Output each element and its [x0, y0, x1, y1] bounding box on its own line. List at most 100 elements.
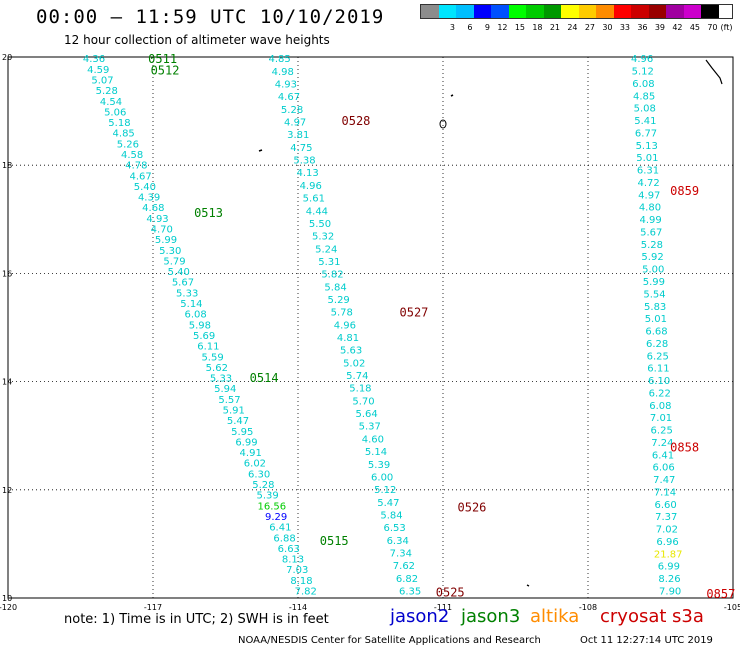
- swh-value: 5.59: [201, 352, 223, 363]
- colorbar-swatch: [701, 5, 719, 18]
- colorbar-labels: 3 6 9 12 15 18 21 24 27 30 33 36 39 42 45 70 (ft): [420, 23, 733, 32]
- swh-value: 5.62: [206, 363, 228, 374]
- swh-value: 5.06: [104, 107, 126, 118]
- swh-value: 4.72: [638, 178, 660, 189]
- colorbar-tick-label: 45: [689, 23, 700, 32]
- legend-jason2: jason2: [390, 606, 450, 627]
- swh-value: 5.28: [641, 240, 663, 251]
- swh-value: 5.47: [227, 416, 249, 427]
- swh-value: 5.40: [168, 267, 190, 278]
- swh-value: 5.67: [640, 227, 662, 238]
- swh-value: 7.37: [655, 512, 677, 523]
- colorbar-tick-label: 30: [602, 23, 613, 32]
- swh-value: 7.03: [286, 565, 308, 576]
- colorbar-tick-label: 21: [549, 23, 560, 32]
- colorbar-swatch: [473, 5, 491, 18]
- swh-value: 5.14: [365, 447, 387, 458]
- swh-value: 4.54: [100, 97, 122, 108]
- colorbar-swatch: [613, 5, 631, 18]
- islet-icon: [526, 584, 530, 587]
- swh-value: 6.35: [399, 587, 421, 598]
- pass-label: 0513: [194, 206, 223, 220]
- swh-value: 5.95: [231, 427, 253, 438]
- swh-value: 5.24: [315, 244, 337, 255]
- colorbar-swatch: [508, 5, 526, 18]
- swh-value: 7.14: [654, 487, 676, 498]
- swh-value: 5.50: [309, 219, 331, 230]
- swh-value: 5.31: [318, 257, 340, 268]
- colorbar-tick-label: 70: [707, 23, 718, 32]
- swh-value: 3.81: [287, 130, 309, 141]
- colorbar-swatch: [683, 5, 701, 18]
- pass-label: 0526: [458, 501, 487, 515]
- swh-value: 4.85: [113, 129, 135, 140]
- lon-tick-label: -120: [0, 603, 17, 612]
- map-subtitle: 12 hour collection of altimeter wave hei…: [64, 33, 330, 47]
- swh-value: 6.68: [645, 327, 667, 338]
- swh-value: 5.70: [352, 396, 374, 407]
- islet-icon: [450, 94, 454, 97]
- swh-value: 4.99: [639, 215, 661, 226]
- swh-value: 4.67: [129, 171, 151, 182]
- pass-label: 0525: [436, 586, 465, 600]
- pass-label: 0858: [670, 441, 699, 455]
- swh-value: 4.59: [87, 65, 109, 76]
- swh-value: 5.82: [321, 270, 343, 281]
- colorbar-tick-label: 36: [637, 23, 648, 32]
- swh-value: 4.44: [306, 206, 328, 217]
- swh-value: 5.12: [374, 485, 396, 496]
- swh-value: 5.78: [331, 308, 353, 319]
- swh-value: 5.99: [643, 277, 665, 288]
- legend-cryosat: cryosat: [600, 606, 667, 627]
- pass-label: 0511: [148, 52, 177, 66]
- colorbar-swatch: [666, 5, 684, 18]
- swh-value: 6.06: [653, 463, 675, 474]
- swh-value: 5.83: [644, 302, 666, 313]
- lon-tick-label: -117: [144, 603, 162, 612]
- swh-value: 6.88: [273, 533, 295, 544]
- swh-value: 16.56: [258, 501, 287, 512]
- lon-tick-label: -111: [434, 603, 452, 612]
- swh-value: 5.37: [359, 422, 381, 433]
- lon-tick-label: -108: [579, 603, 597, 612]
- swh-value: 5.91: [223, 406, 245, 417]
- swh-value: 5.28: [281, 105, 303, 116]
- swh-value: 5.18: [108, 118, 130, 129]
- swh-value: 4.93: [146, 214, 168, 225]
- swh-value: 4.70: [151, 225, 173, 236]
- swh-value: 5.32: [312, 232, 334, 243]
- swh-value: 6.82: [396, 574, 418, 585]
- lon-tick-label: -105: [724, 603, 740, 612]
- swh-value: 5.08: [634, 104, 656, 115]
- swh-value: 4.93: [275, 80, 297, 91]
- swh-value: 5.39: [368, 460, 390, 471]
- plot-frame: [7, 56, 734, 599]
- swh-value: 5.74: [346, 371, 368, 382]
- lat-tick-label: 14: [2, 378, 12, 387]
- swh-value: 4.81: [337, 333, 359, 344]
- swh-value: 5.33: [176, 288, 198, 299]
- swh-value: 4.96: [631, 54, 653, 65]
- swh-value: 5.64: [356, 409, 378, 420]
- pass-label: 0857: [706, 587, 735, 601]
- colorbar-swatch: [648, 5, 666, 18]
- credit-line: NOAA/NESDIS Center for Satellite Applica…: [238, 635, 541, 646]
- swh-value: 7.82: [295, 587, 317, 598]
- swh-value: 5.07: [91, 75, 113, 86]
- lat-tick-label: 10: [2, 594, 12, 603]
- swh-value: 4.96: [334, 320, 356, 331]
- colorbar-swatch: [456, 5, 474, 18]
- swh-value: 6.08: [185, 310, 207, 321]
- colorbar-tick-label: 27: [584, 23, 595, 32]
- map-title: 00:00 – 11:59 UTC 10/10/2019: [36, 6, 385, 28]
- legend-altika: altika: [530, 606, 580, 627]
- pass-label: 0528: [342, 114, 371, 128]
- swh-value: 6.77: [635, 128, 657, 139]
- swh-value: 7.62: [393, 561, 415, 572]
- swh-value: 5.40: [134, 182, 156, 193]
- swh-value: 4.97: [638, 190, 660, 201]
- pass-label: 0512: [151, 64, 180, 78]
- swh-value: 7.24: [651, 438, 673, 449]
- swh-value: 4.67: [278, 92, 300, 103]
- swh-value: 5.01: [636, 153, 658, 164]
